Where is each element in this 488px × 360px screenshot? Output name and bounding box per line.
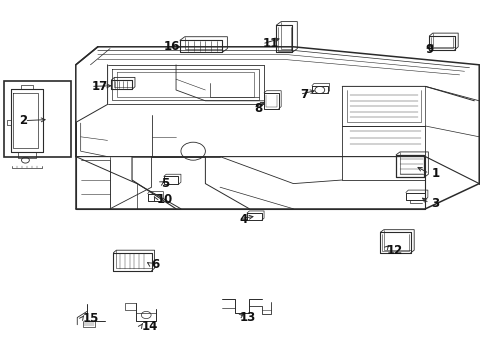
- Text: 13: 13: [239, 311, 255, 324]
- Text: 5: 5: [161, 177, 169, 190]
- Text: 17: 17: [92, 80, 108, 93]
- Text: 12: 12: [386, 244, 402, 257]
- Bar: [4, 81, 71, 157]
- Text: 14: 14: [142, 320, 158, 333]
- Text: 10: 10: [156, 193, 172, 206]
- Text: 3: 3: [430, 197, 439, 210]
- Text: 1: 1: [430, 167, 439, 180]
- Text: 11: 11: [263, 37, 279, 50]
- Text: 8: 8: [254, 102, 262, 114]
- Text: 7: 7: [300, 88, 308, 101]
- Text: 4: 4: [239, 213, 247, 226]
- Text: 15: 15: [83, 312, 99, 325]
- Text: 9: 9: [425, 43, 433, 56]
- Text: 16: 16: [163, 40, 180, 53]
- Text: 2: 2: [20, 114, 28, 127]
- Text: 6: 6: [151, 258, 160, 271]
